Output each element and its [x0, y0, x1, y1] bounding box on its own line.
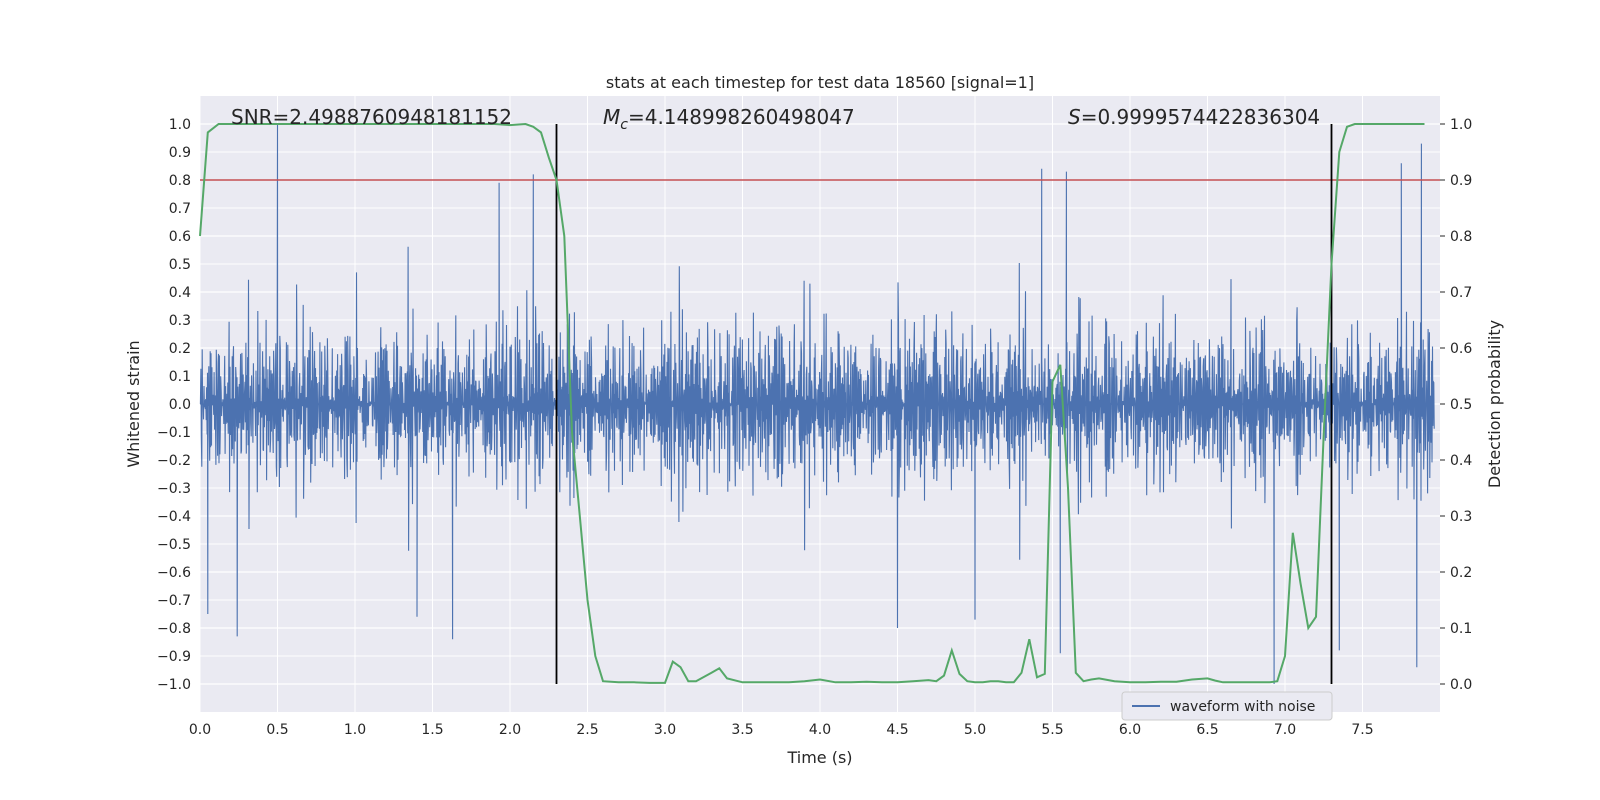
x-tick-label: 3.0 [654, 722, 676, 738]
waveform-series [199, 123, 1435, 685]
x-tick-label: 0.0 [189, 722, 211, 738]
y2-tick-label: 0.3 [1450, 509, 1472, 525]
x-tick-label: 6.0 [1119, 722, 1141, 738]
y-tick-label: −0.9 [157, 649, 191, 665]
score-annotation: S=0.9999574422836304 [1068, 105, 1320, 129]
legend: waveform with noise [1121, 691, 1333, 721]
y2-axis-label: Detection probability [1485, 320, 1504, 488]
y-tick-label: 0.8 [169, 173, 191, 189]
y-tick-label: 1.0 [169, 117, 191, 133]
y-tick-label: 0.0 [169, 397, 191, 413]
x-tick-label: 5.0 [964, 722, 986, 738]
y-tick-label: −0.2 [157, 453, 191, 469]
x-tick-label: 2.5 [576, 722, 598, 738]
y2-tick-label: 0.7 [1450, 285, 1472, 301]
x-tick-label: 2.0 [499, 722, 521, 738]
x-tick-label: 6.5 [1196, 722, 1218, 738]
y2-tick-label: 0.1 [1450, 621, 1472, 637]
y-tick-label: 0.4 [169, 285, 191, 301]
waveform-line [199, 123, 1435, 685]
probability-series [199, 122, 1425, 684]
y-tick-label: 0.3 [169, 313, 191, 329]
x-tick-label: 4.0 [809, 722, 831, 738]
y-tick-label: −0.4 [157, 509, 191, 525]
mc-value: =4.148998260498047 [628, 105, 855, 129]
y2-tick-labels: 1.0 0.9 0.8 0.7 0.6 0.5 0.4 0.3 0.2 0.1 0.0 [1440, 117, 1472, 693]
x-tick-label: 4.5 [886, 722, 908, 738]
overlay-lines [200, 124, 1440, 684]
y2-tick-label: 0.4 [1450, 453, 1472, 469]
y2-tick-label: 0.0 [1450, 677, 1472, 693]
x-tick-label: 3.5 [731, 722, 753, 738]
y-tick-label: 0.7 [169, 201, 191, 217]
y2-tick-label: 0.9 [1450, 173, 1472, 189]
y-tick-label: −0.3 [157, 481, 191, 497]
x-tick-labels: 0.0 0.5 1.0 1.5 2.0 2.5 3.0 3.5 4.0 4.5 5.0 5.5 6.0 6… [189, 722, 1374, 738]
probability-line [199, 122, 1425, 684]
x-axis-label: Time (s) [786, 748, 852, 767]
s-value: =0.9999574422836304 [1081, 105, 1320, 129]
x-tick-label: 7.0 [1274, 722, 1296, 738]
x-tick-label: 0.5 [266, 722, 288, 738]
y-tick-label: −0.7 [157, 593, 191, 609]
y-tick-label: 0.6 [169, 229, 191, 245]
mc-subscript: c [620, 117, 628, 133]
y-tick-label: 0.9 [169, 145, 191, 161]
legend-box [1121, 691, 1333, 721]
y-tick-label: −0.5 [157, 537, 191, 553]
mc-symbol: M [603, 105, 620, 129]
s-symbol: S [1068, 105, 1081, 129]
snr-annotation: SNR=2.4988760948181152 [231, 105, 512, 129]
y-tick-label: 0.2 [169, 341, 191, 357]
y-axis-label: Whitened strain [124, 340, 143, 467]
y2-tick-label: 1.0 [1450, 117, 1472, 133]
y2-tick-label: 0.8 [1450, 229, 1472, 245]
y-tick-label: −0.8 [157, 621, 191, 637]
chirp-mass-annotation: Mc=4.148998260498047 [603, 105, 855, 133]
y-tick-labels: 1.0 0.9 0.8 0.7 0.6 0.5 0.4 0.3 0.2 0.1 0.0 −0.1 −0.… [157, 117, 191, 693]
y2-tick-label: 0.2 [1450, 565, 1472, 581]
y-tick-label: 0.1 [169, 369, 191, 385]
x-tick-label: 1.5 [421, 722, 443, 738]
y-tick-label: 0.5 [169, 257, 191, 273]
y2-tick-label: 0.5 [1450, 397, 1472, 413]
legend-entry: waveform with noise [1170, 699, 1315, 715]
chart-title: stats at each timestep for test data 185… [606, 73, 1034, 92]
y-tick-label: −1.0 [157, 677, 191, 693]
x-tick-label: 5.5 [1041, 722, 1063, 738]
y2-tick-label: 0.6 [1450, 341, 1472, 357]
x-tick-label: 7.5 [1351, 722, 1373, 738]
x-tick-label: 1.0 [344, 722, 366, 738]
y-tick-label: −0.1 [157, 425, 191, 441]
y-tick-label: −0.6 [157, 565, 191, 581]
